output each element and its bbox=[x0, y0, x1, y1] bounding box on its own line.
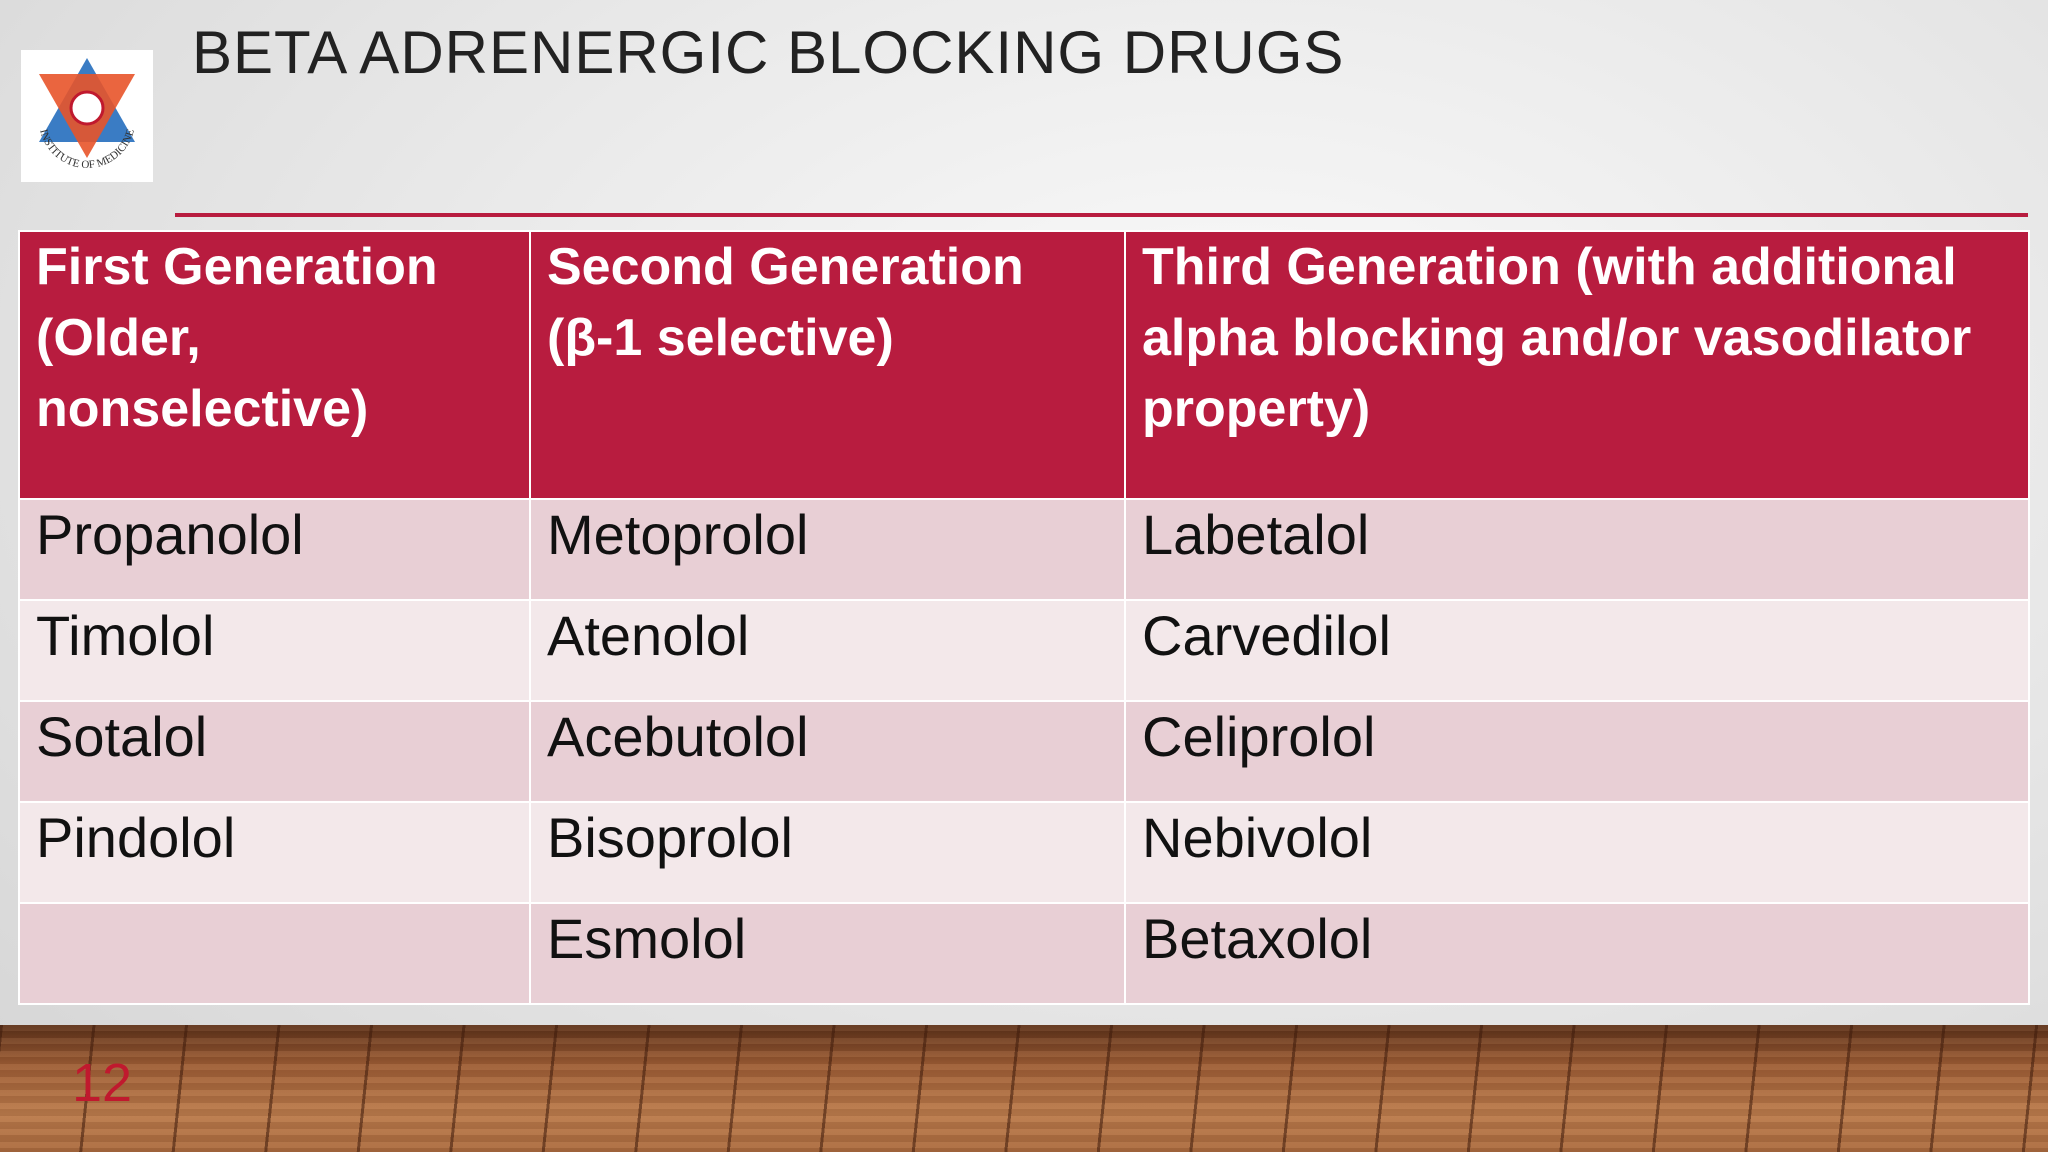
column-header: Second Generation (β-1 selective) bbox=[529, 230, 1126, 500]
table-cell: Carvedilol bbox=[1124, 599, 2030, 702]
logo: INSTITUTE OF MEDICINE bbox=[21, 50, 153, 182]
table-cell: Sotalol bbox=[18, 700, 531, 803]
table-body: Propanolol Metoprolol Labetalol Timolol Aten… bbox=[18, 498, 2030, 1005]
title-rule bbox=[175, 213, 2028, 217]
logo-emblem bbox=[69, 90, 105, 126]
table-row: Pindolol Bisoprolol Nebivolol bbox=[18, 801, 2030, 904]
table-cell bbox=[18, 902, 531, 1005]
table-cell: Esmolol bbox=[529, 902, 1126, 1005]
column-header: Third Generation (with additional alpha … bbox=[1124, 230, 2030, 500]
table-row: Sotalol Acebutolol Celiprolol bbox=[18, 700, 2030, 803]
table-cell: Atenolol bbox=[529, 599, 1126, 702]
table-cell: Acebutolol bbox=[529, 700, 1126, 803]
table-cell: Betaxolol bbox=[1124, 902, 2030, 1005]
table-cell: Celiprolol bbox=[1124, 700, 2030, 803]
floor bbox=[0, 1025, 2048, 1152]
table-cell: Propanolol bbox=[18, 498, 531, 601]
table-cell: Metoprolol bbox=[529, 498, 1126, 601]
table-cell: Pindolol bbox=[18, 801, 531, 904]
drug-table: First Generation (Older, nonselective) Se… bbox=[18, 230, 2030, 1005]
header-row: First Generation (Older, nonselective) Se… bbox=[18, 230, 2030, 500]
column-header: First Generation (Older, nonselective) bbox=[18, 230, 531, 500]
slide-number: 12 bbox=[72, 1053, 133, 1113]
table-cell: Nebivolol bbox=[1124, 801, 2030, 904]
table-row: Esmolol Betaxolol bbox=[18, 902, 2030, 1005]
table-row: Timolol Atenolol Carvedilol bbox=[18, 599, 2030, 702]
slide-title: BETA ADRENERGIC BLOCKING DRUGS bbox=[192, 19, 1345, 86]
table-cell: Bisoprolol bbox=[529, 801, 1126, 904]
table-row: Propanolol Metoprolol Labetalol bbox=[18, 498, 2030, 601]
table-cell: Timolol bbox=[18, 599, 531, 702]
table-cell: Labetalol bbox=[1124, 498, 2030, 601]
